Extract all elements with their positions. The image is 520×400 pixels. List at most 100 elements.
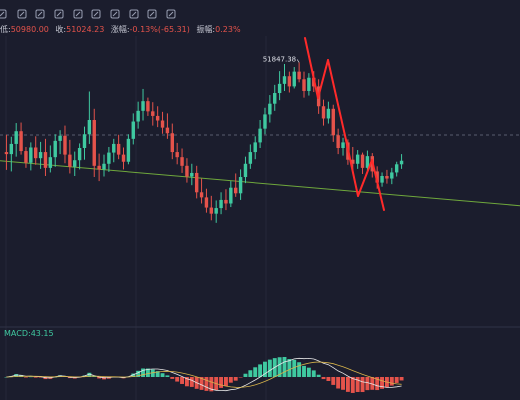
highlighter-icon[interactable] xyxy=(53,5,65,19)
candle-body xyxy=(68,154,72,167)
candle-body xyxy=(29,147,33,163)
macd-bar xyxy=(370,377,375,390)
macd-bar xyxy=(33,377,38,378)
candle-body xyxy=(229,187,233,204)
macd-bar xyxy=(24,377,28,378)
candle-body xyxy=(253,142,257,153)
line-tool-icon[interactable] xyxy=(16,5,28,19)
candle-body xyxy=(136,110,140,122)
macd-bar xyxy=(14,374,19,377)
candle-body xyxy=(321,106,326,119)
candle-body xyxy=(53,140,57,158)
macd-bar xyxy=(316,374,321,377)
macd-bar xyxy=(248,370,253,377)
macd-bar xyxy=(263,361,267,377)
candle-body xyxy=(199,192,204,198)
candle-body xyxy=(326,108,331,119)
candle-body xyxy=(82,134,87,148)
text-tool-icon[interactable] xyxy=(90,5,102,19)
macd-dif-line xyxy=(6,357,402,392)
candle-body xyxy=(399,160,404,165)
candle-body xyxy=(19,131,23,152)
candle-body xyxy=(155,115,160,121)
candle-body xyxy=(287,76,292,87)
macd-bar xyxy=(302,365,306,377)
candle-body xyxy=(38,152,43,159)
macd-bar xyxy=(350,377,355,393)
macd-bar xyxy=(38,377,43,378)
trend-icon[interactable] xyxy=(72,5,84,19)
lock-icon[interactable] xyxy=(109,5,121,19)
pencil-icon[interactable] xyxy=(34,5,46,19)
candle-body xyxy=(268,103,272,115)
macd-bar xyxy=(326,377,331,381)
brush-icon[interactable] xyxy=(0,5,8,19)
candle-body xyxy=(180,157,184,166)
candle-body xyxy=(248,152,253,164)
candle-body xyxy=(297,71,301,80)
macd-bar xyxy=(267,359,272,377)
candle-body xyxy=(385,176,389,179)
candle-body xyxy=(341,142,345,148)
macd-bar xyxy=(253,367,258,377)
amplitude-label: 振幅: xyxy=(196,25,216,34)
macd-bar xyxy=(306,367,311,377)
candle-body xyxy=(209,207,214,214)
candle-body xyxy=(365,156,370,168)
macd-bar xyxy=(160,373,165,377)
candle-body xyxy=(277,83,282,94)
macd-bar xyxy=(150,369,155,377)
candle-body xyxy=(243,163,248,178)
macd-bar xyxy=(219,377,224,388)
candle-body xyxy=(292,71,296,87)
candle-body xyxy=(141,101,145,111)
candle-body xyxy=(351,159,355,164)
macd-bar xyxy=(365,377,370,391)
macd-bar xyxy=(389,377,394,386)
candle-body xyxy=(4,152,9,155)
macd-bar xyxy=(375,377,380,391)
macd-bar xyxy=(145,368,150,377)
candle-body xyxy=(73,160,77,167)
ohlc-readout: 低:50980.00 收:51024.23 涨幅:-0.13%(-65.31) … xyxy=(0,24,245,36)
macd-bar xyxy=(209,377,214,392)
candle-body xyxy=(112,143,116,153)
macd-bar xyxy=(87,372,92,377)
candle-body xyxy=(97,165,101,170)
macd-bar xyxy=(297,362,302,377)
macd-bar xyxy=(287,359,292,377)
candle-body xyxy=(34,147,38,159)
macd-dea-line xyxy=(6,361,402,388)
macd-bar xyxy=(28,376,33,378)
macd-bar xyxy=(224,377,228,387)
change-value: -0.13%(-65.31) xyxy=(129,25,190,34)
candle-body xyxy=(151,111,155,116)
eye-icon[interactable] xyxy=(128,5,140,19)
annotation-stroke xyxy=(327,59,347,141)
candle-body xyxy=(87,120,92,135)
candle-body xyxy=(146,101,150,112)
candle-body xyxy=(331,108,335,136)
macd-bar xyxy=(180,377,184,384)
candle-body xyxy=(238,177,243,194)
candle-body xyxy=(43,152,48,168)
measure-icon[interactable] xyxy=(146,5,158,19)
candle-body xyxy=(170,133,174,153)
candle-body xyxy=(194,172,199,193)
max-price-tick xyxy=(296,59,300,63)
candle-body xyxy=(48,157,53,168)
trash-icon[interactable] xyxy=(165,5,177,19)
annotation-stroke xyxy=(317,59,329,99)
macd-bar xyxy=(311,370,316,377)
candle-body xyxy=(258,128,262,143)
macd-bar xyxy=(165,375,170,377)
candle-body xyxy=(214,208,218,214)
macd-bar xyxy=(92,376,97,377)
macd-bar xyxy=(331,377,336,385)
macd-bar xyxy=(233,377,238,381)
candle-body xyxy=(360,154,365,168)
macd-bar xyxy=(399,377,404,381)
macd-bar xyxy=(292,359,297,377)
candle-body xyxy=(126,138,131,162)
